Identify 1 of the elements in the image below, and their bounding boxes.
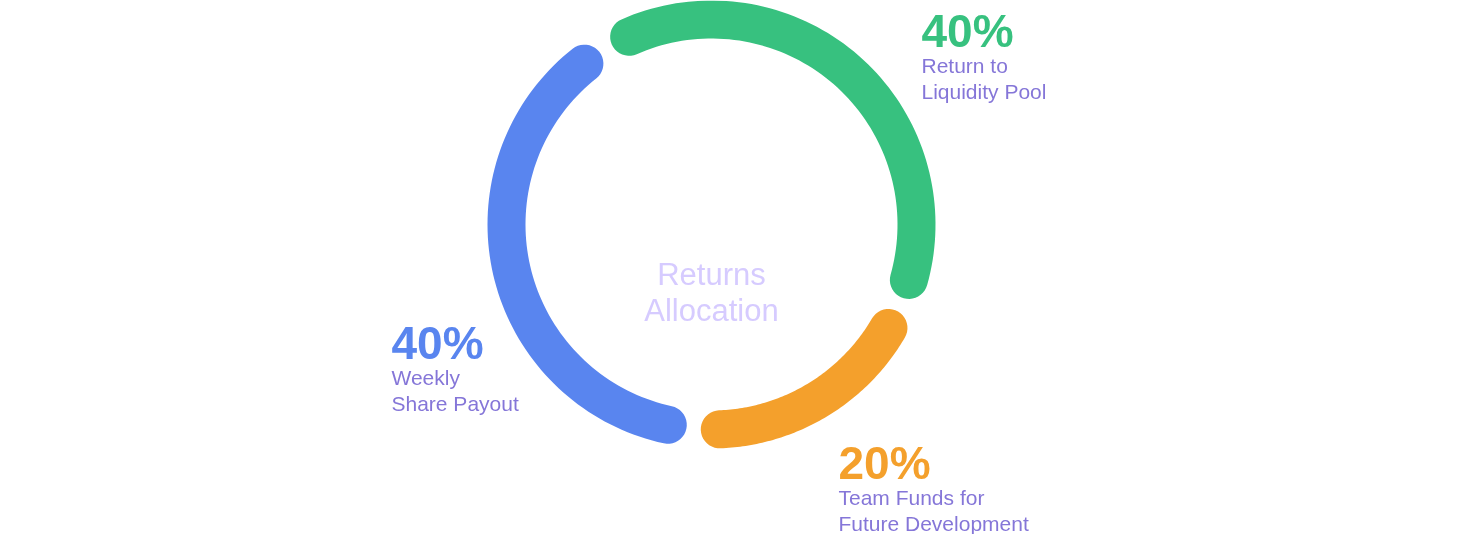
- data-label: 20%: [838, 436, 931, 489]
